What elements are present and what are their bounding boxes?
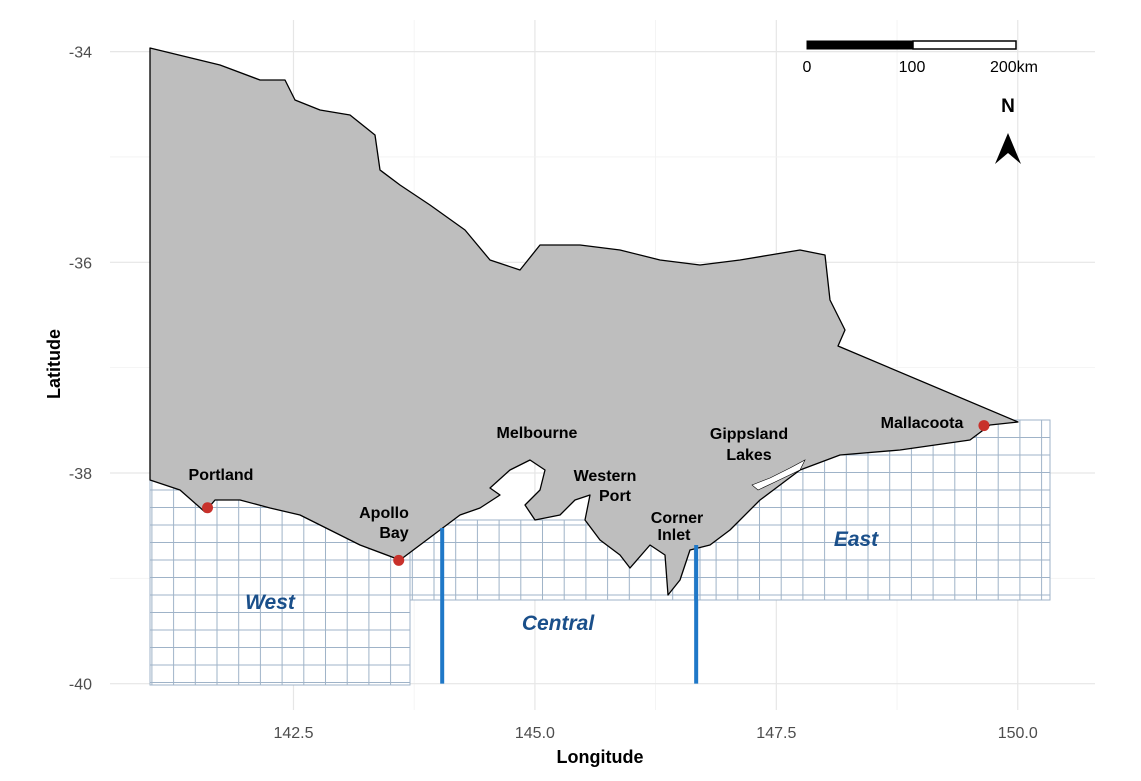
x-tick-label: 150.0 xyxy=(998,725,1038,742)
place-label: Portland xyxy=(189,467,254,484)
north-label: N xyxy=(1001,96,1015,117)
place-label: Western Port xyxy=(574,468,637,505)
place-point xyxy=(978,420,990,432)
region-label: West xyxy=(245,591,296,614)
y-tick-label: -34 xyxy=(69,45,92,62)
place-label: Gippsland Lakes xyxy=(710,426,788,464)
x-tick-label: 147.5 xyxy=(756,725,796,742)
y-axis-label: Latitude xyxy=(44,329,64,399)
scale-bar-segment xyxy=(912,40,1017,50)
y-tick-label: -38 xyxy=(69,466,92,483)
y-tick-label: -40 xyxy=(69,677,92,694)
region-label: Central xyxy=(522,612,596,635)
north-arrow-left xyxy=(995,133,1008,164)
gippsland-lakes-water xyxy=(751,459,806,491)
x-axis-label: Longitude xyxy=(557,747,644,767)
victoria-land xyxy=(149,47,1019,596)
y-tick-label: -36 xyxy=(69,255,92,272)
place-label: Apollo Bay xyxy=(359,505,409,542)
region-label: East xyxy=(834,528,879,551)
north-arrow: N xyxy=(995,96,1021,164)
x-tick-label: 142.5 xyxy=(273,725,313,742)
place-point xyxy=(393,554,405,566)
scale-label: 0 xyxy=(803,59,812,76)
scale-label: 100 xyxy=(899,59,926,76)
place-label: Melbourne xyxy=(497,425,578,442)
place-point xyxy=(202,502,214,514)
scale-bar: 0 100 200km xyxy=(803,40,1038,76)
scale-bar-segment xyxy=(806,40,914,50)
place-label: Corner Inlet xyxy=(651,510,703,544)
x-tick-label: 145.0 xyxy=(515,725,555,742)
place-label: Mallacoota xyxy=(881,415,964,432)
scale-label: 200km xyxy=(990,59,1038,76)
north-arrow-right xyxy=(1008,133,1021,164)
